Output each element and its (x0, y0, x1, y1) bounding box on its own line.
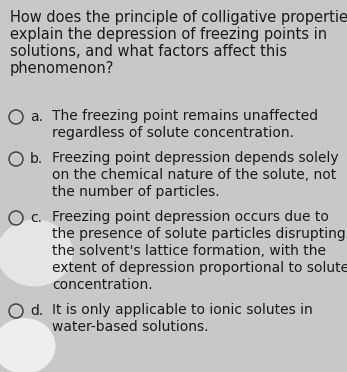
Text: phenomenon?: phenomenon? (10, 61, 115, 76)
Text: concentration.: concentration. (52, 278, 153, 292)
Text: solutions, and what factors affect this: solutions, and what factors affect this (10, 44, 287, 59)
Text: the presence of solute particles disrupting: the presence of solute particles disrupt… (52, 227, 346, 241)
Text: the solvent's lattice formation, with the: the solvent's lattice formation, with th… (52, 244, 326, 258)
Text: explain the depression of freezing points in: explain the depression of freezing point… (10, 27, 327, 42)
Ellipse shape (0, 219, 73, 286)
Text: water-based solutions.: water-based solutions. (52, 320, 209, 334)
Text: d.: d. (30, 304, 43, 318)
Text: extent of depression proportional to solute: extent of depression proportional to sol… (52, 261, 347, 275)
Text: The freezing point remains unaffected: The freezing point remains unaffected (52, 109, 318, 123)
Text: on the chemical nature of the solute, not: on the chemical nature of the solute, no… (52, 168, 336, 182)
Text: How does the principle of colligative properties: How does the principle of colligative pr… (10, 10, 347, 25)
Text: b.: b. (30, 152, 43, 166)
Text: regardless of solute concentration.: regardless of solute concentration. (52, 126, 294, 140)
Text: the number of particles.: the number of particles. (52, 185, 220, 199)
Text: Freezing point depression occurs due to: Freezing point depression occurs due to (52, 210, 329, 224)
Text: c.: c. (30, 211, 42, 225)
Text: It is only applicable to ionic solutes in: It is only applicable to ionic solutes i… (52, 303, 313, 317)
Text: a.: a. (30, 110, 43, 124)
Ellipse shape (0, 318, 56, 372)
Text: Freezing point depression depends solely: Freezing point depression depends solely (52, 151, 339, 165)
